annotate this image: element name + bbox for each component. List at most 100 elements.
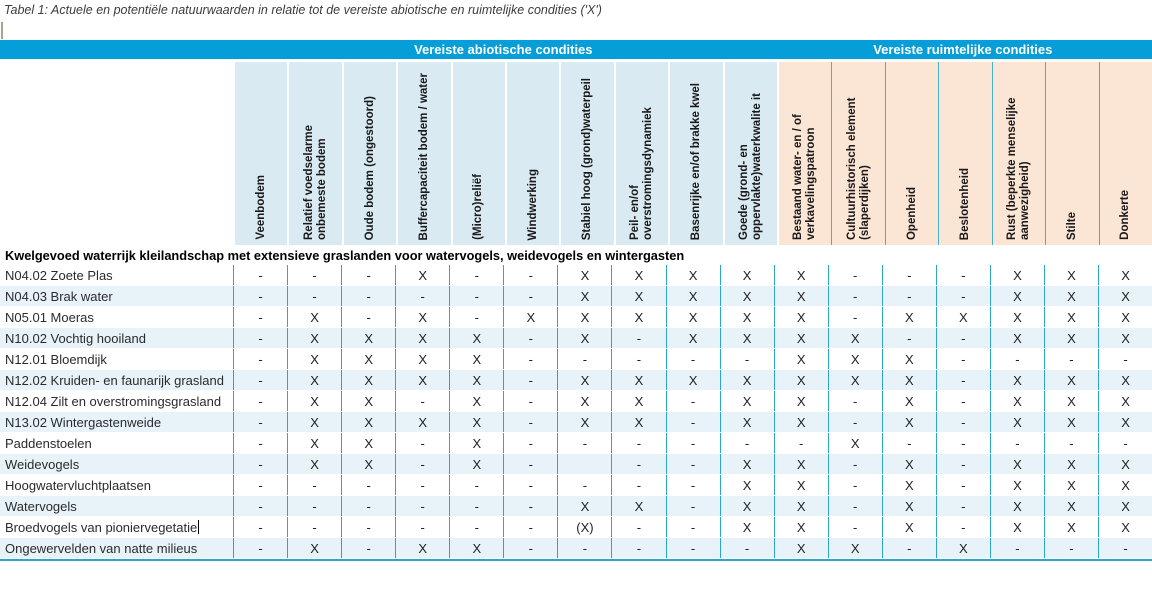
table-row: Hoogwatervluchtplaatsen - - - - - - - - - X X - X - X X X xyxy=(0,475,1152,496)
table-cell: - xyxy=(611,475,665,495)
table-cell: - xyxy=(827,265,882,285)
table-cell: X xyxy=(881,496,936,516)
table-cell: X xyxy=(1098,265,1152,285)
row-label: N10.02 Vochtig hooiland xyxy=(5,330,146,346)
table-cell: X xyxy=(719,517,774,537)
table-cell: - xyxy=(503,538,557,558)
table-cell: X xyxy=(341,328,395,348)
table-cell: - xyxy=(233,538,287,558)
column-header-label: Windwerking xyxy=(526,168,539,240)
table-cell: X xyxy=(449,454,503,474)
table-cell: - xyxy=(557,475,611,495)
table-cell: (X) xyxy=(557,517,611,537)
table-cell: X xyxy=(287,349,341,369)
table-cell: X xyxy=(1098,370,1152,390)
table-cell: X xyxy=(881,370,936,390)
table-cell: X xyxy=(395,412,449,432)
column-header-label: Beslotenheid xyxy=(958,167,971,240)
column-header-row: Veenbodem Relatief voedselarme onbemeste … xyxy=(0,59,1152,245)
row-label: N12.02 Kruiden- en faunarijk grasland xyxy=(5,372,224,388)
table-cell: - xyxy=(449,286,503,306)
table-cell: X xyxy=(935,538,990,558)
group-header-band: Vereiste abiotische condities Vereiste r… xyxy=(0,40,1152,59)
table-row: N12.01 Bloemdijk - X X X X - - - - - X X X - - - - xyxy=(0,349,1152,370)
column-header-label: (Micro)reliëf xyxy=(472,174,485,240)
table-cell: X xyxy=(341,391,395,411)
table-cell: X xyxy=(773,286,828,306)
table-cell: X xyxy=(557,265,611,285)
group-header-abiotic: Vereiste abiotische condities xyxy=(414,42,593,57)
table-cell: X xyxy=(449,412,503,432)
column-header-label: Cultuurhistorisch element (slaperdijken) xyxy=(845,97,871,241)
table-cell: - xyxy=(665,496,720,516)
table-cell: X xyxy=(881,475,936,495)
table-cell: - xyxy=(935,391,990,411)
table-cell: - xyxy=(935,286,990,306)
table-cell: X xyxy=(665,370,720,390)
table-cell: X xyxy=(395,370,449,390)
table-cell: X xyxy=(1043,412,1098,432)
column-header: Stabiel hoog (grond)waterpeil xyxy=(559,62,614,245)
table-cell: - xyxy=(611,454,665,474)
table-cell: X xyxy=(449,370,503,390)
table-cell: - xyxy=(665,538,720,558)
table-cell: - xyxy=(233,391,287,411)
column-header: Basenrijke en/of brakke kwel xyxy=(668,62,723,245)
table-row: N04.02 Zoete Plas - - - X - - X X X X X - - - X X X xyxy=(0,265,1152,286)
row-label: Broedvogels van pioniervegetatie xyxy=(5,519,200,535)
table-cell: - xyxy=(449,475,503,495)
table-cell: - xyxy=(1098,349,1152,369)
table-cell: X xyxy=(449,433,503,453)
column-header: Buffercapaciteit bodem / water xyxy=(396,62,451,245)
column-header: Donkerte xyxy=(1098,62,1152,245)
table-row: N12.02 Kruiden- en faunarijk grasland - X X… xyxy=(0,370,1152,391)
table-cell: - xyxy=(665,412,720,432)
row-label: Paddenstoelen xyxy=(5,435,92,451)
text-cursor xyxy=(198,520,200,534)
row-label: N04.02 Zoete Plas xyxy=(5,267,113,283)
table-cell: X xyxy=(719,454,774,474)
table-cell: X xyxy=(1098,475,1152,495)
column-header-label: Stabiel hoog (grond)waterpeil xyxy=(581,77,594,240)
table-cell: X xyxy=(719,286,774,306)
column-header: Cultuurhistorisch element (slaperdijken) xyxy=(831,62,885,245)
table-cell: X xyxy=(1098,391,1152,411)
table-cell: - xyxy=(557,433,611,453)
column-header-label: Oude bodem (ongestoord) xyxy=(363,95,376,240)
table-cell: - xyxy=(881,433,936,453)
table-cell: - xyxy=(395,517,449,537)
column-header-label: Rust (beperkte menselijke aanwezigheid) xyxy=(1005,97,1031,240)
table-cell: X xyxy=(1043,286,1098,306)
table-cell: X xyxy=(989,307,1044,327)
table-cell: - xyxy=(989,433,1044,453)
table-bottom-border xyxy=(0,559,1152,561)
table-cell: X xyxy=(773,496,828,516)
group-header-spatial: Vereiste ruimtelijke condities xyxy=(873,42,1053,57)
table-cell: - xyxy=(503,412,557,432)
column-header: Windwerking xyxy=(505,62,560,245)
table-cell: - xyxy=(287,265,341,285)
table-cell: - xyxy=(1098,433,1152,453)
table-cell: X xyxy=(557,328,611,348)
column-header-label: Goede (grond- en oppervlakte)waterkwalit… xyxy=(737,93,763,240)
table-cell: X xyxy=(881,391,936,411)
table-cell: X xyxy=(1098,454,1152,474)
table-cell: - xyxy=(341,307,395,327)
table-cell xyxy=(557,454,611,474)
table-cell: - xyxy=(503,454,557,474)
row-label: Ongewervelden van natte milieus xyxy=(5,540,198,556)
table-cell: X xyxy=(773,454,828,474)
table-cell: X xyxy=(1098,307,1152,327)
table-cell: X xyxy=(1043,475,1098,495)
table-cell: - xyxy=(503,370,557,390)
table-cell: X xyxy=(557,391,611,411)
table-cell: - xyxy=(773,433,828,453)
table-cell: - xyxy=(881,328,936,348)
table-cell: - xyxy=(827,454,882,474)
column-header-spacer xyxy=(0,62,233,245)
table-cell: - xyxy=(233,286,287,306)
table-cell: X xyxy=(989,517,1044,537)
table-cell: - xyxy=(827,286,882,306)
table-cell: X xyxy=(611,370,665,390)
column-header: Relatief voedselarme onbemeste bodem xyxy=(287,62,342,245)
